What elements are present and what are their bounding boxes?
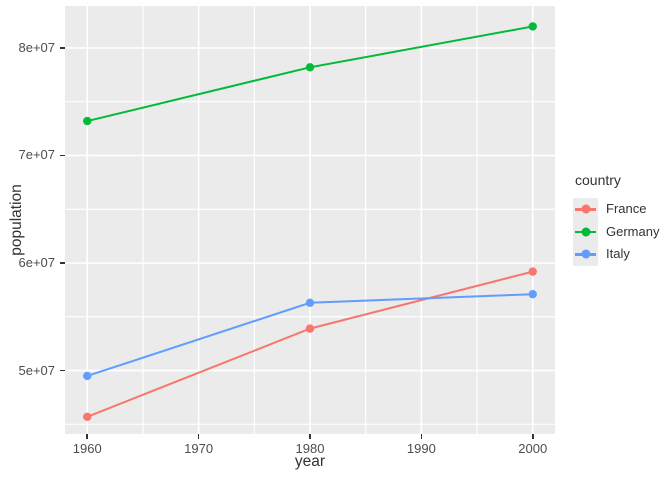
legend: country France Germany Italy — [573, 172, 659, 266]
x-tick-mark — [531, 434, 534, 439]
data-point-germany-2000 — [528, 22, 537, 31]
data-point-germany-1980 — [305, 63, 315, 72]
y-tick-label: 7e+07 — [18, 147, 55, 163]
x-tick-label: 2000 — [518, 441, 548, 456]
x-tick-label: 1970 — [184, 441, 214, 456]
plot-area-svg — [65, 6, 555, 434]
y-tick-label: 8e+07 — [18, 39, 55, 55]
x-tick-label: 1960 — [72, 441, 102, 456]
plot-panel — [65, 6, 555, 434]
y-axis-title: population — [8, 184, 25, 256]
legend-label-italy: Italy — [606, 246, 630, 262]
data-point-italy-1960 — [83, 371, 92, 381]
legend-label-france: France — [606, 201, 647, 217]
x-tick-mark — [309, 434, 311, 439]
legend-key-italy — [573, 243, 598, 266]
y-tick-mark — [60, 262, 65, 264]
legend-label-germany: Germany — [606, 223, 660, 239]
data-point-italy-1980 — [305, 298, 315, 308]
y-tick-label: 6e+07 — [18, 255, 55, 270]
legend-key-dot-icon — [581, 249, 590, 259]
legend-item-germany: Germany — [573, 220, 660, 243]
x-tick-mark — [197, 434, 200, 439]
legend-key-dot-icon — [581, 227, 590, 237]
data-point-germany-1960 — [83, 116, 92, 126]
data-point-france-2000 — [528, 267, 537, 276]
y-tick-mark — [60, 369, 65, 372]
y-tick-label: 5e+07 — [18, 362, 55, 378]
legend-items: France Germany Italy — [573, 198, 659, 266]
legend-key-dot-icon — [581, 204, 590, 214]
data-point-france-1980 — [305, 324, 315, 333]
data-point-italy-2000 — [528, 290, 537, 299]
x-tick-mark — [420, 434, 423, 439]
y-tick-mark — [60, 154, 65, 157]
legend-title: country — [575, 172, 621, 188]
legend-key-germany — [573, 220, 598, 243]
data-point-france-1960 — [83, 412, 92, 421]
y-tick-mark — [60, 47, 65, 49]
legend-item-france: France — [573, 198, 659, 221]
x-tick-label: 1980 — [295, 441, 325, 456]
x-axis-title: year — [294, 453, 326, 470]
legend-item-italy: Italy — [573, 243, 659, 266]
legend-key-france — [573, 198, 598, 221]
x-tick-label: 1990 — [406, 441, 436, 456]
x-tick-mark — [86, 434, 89, 439]
